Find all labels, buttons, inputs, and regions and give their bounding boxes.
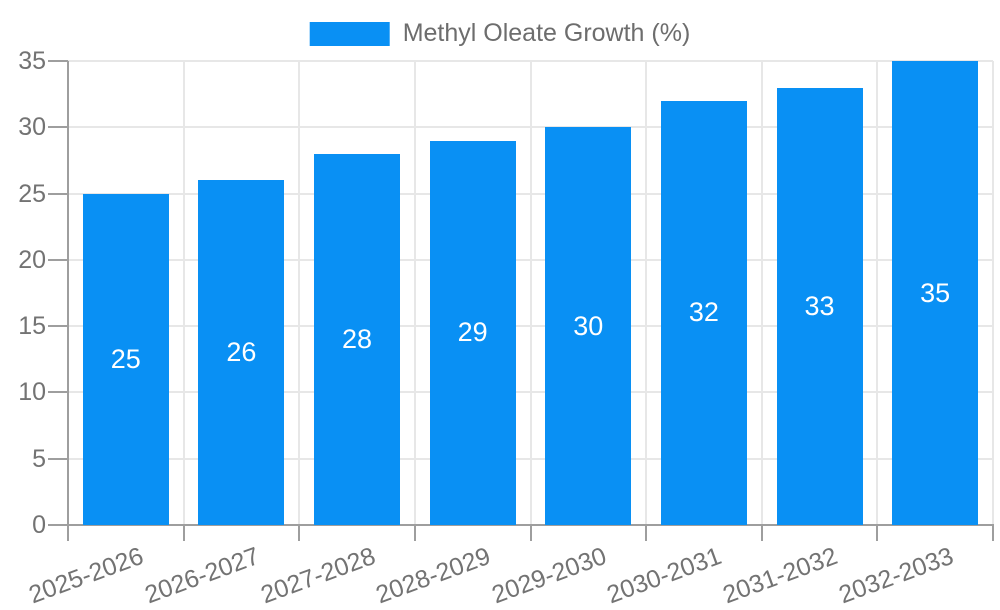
- y-tick-label: 15: [18, 312, 46, 341]
- y-tick-mark: [48, 60, 68, 62]
- bar-value-label: 33: [804, 290, 835, 321]
- x-tick-mark: [760, 525, 763, 541]
- y-tick-mark: [48, 325, 68, 328]
- bar-value-label: 35: [920, 277, 951, 308]
- x-gridline: [645, 61, 648, 525]
- y-tick-label: 10: [18, 378, 46, 407]
- bar-value-label: 32: [688, 297, 719, 328]
- y-tick-mark: [48, 192, 68, 195]
- bar: 30: [545, 127, 632, 525]
- bar: 26: [198, 180, 285, 525]
- x-tick-mark: [413, 525, 416, 541]
- legend-label: Methyl Oleate Growth (%): [402, 19, 691, 47]
- bar-value-label: 26: [226, 337, 257, 368]
- bar-value-label: 25: [110, 343, 141, 374]
- y-tick-mark: [48, 126, 68, 129]
- x-tick-mark: [992, 525, 994, 541]
- bar: 32: [660, 100, 747, 525]
- y-tick-label: 30: [18, 113, 46, 142]
- bar-value-label: 29: [457, 317, 488, 348]
- x-axis-line: [67, 524, 994, 526]
- x-tick-mark: [645, 525, 648, 541]
- y-tick-mark: [48, 524, 68, 526]
- x-gridline: [182, 61, 185, 525]
- legend-swatch-icon: [309, 21, 390, 46]
- bar: 25: [82, 193, 169, 525]
- bar-value-label: 28: [342, 323, 373, 354]
- x-tick-mark: [876, 525, 879, 541]
- y-tick-mark: [48, 258, 68, 261]
- y-tick-mark: [48, 457, 68, 460]
- bar: 35: [892, 61, 979, 525]
- bar-value-label: 30: [573, 310, 604, 341]
- y-tick-label: 5: [32, 444, 46, 473]
- x-tick-mark: [182, 525, 185, 541]
- y-tick-label: 35: [18, 47, 46, 75]
- x-tick-mark: [67, 525, 69, 541]
- x-tick-mark: [529, 525, 532, 541]
- y-axis-line: [67, 61, 69, 525]
- y-tick-label: 25: [18, 179, 46, 208]
- bar: 33: [776, 87, 863, 525]
- x-gridline: [298, 61, 301, 525]
- x-tick-mark: [298, 525, 301, 541]
- y-tick-label: 0: [32, 511, 46, 539]
- x-gridline: [876, 61, 879, 525]
- x-gridline: [760, 61, 763, 525]
- x-gridline: [992, 61, 994, 525]
- bar: 29: [429, 140, 516, 525]
- x-gridline: [529, 61, 532, 525]
- y-tick-mark: [48, 391, 68, 394]
- x-gridline: [413, 61, 416, 525]
- bar: 28: [314, 153, 401, 525]
- chart-legend[interactable]: Methyl Oleate Growth (%): [309, 19, 691, 48]
- y-tick-label: 20: [18, 245, 46, 274]
